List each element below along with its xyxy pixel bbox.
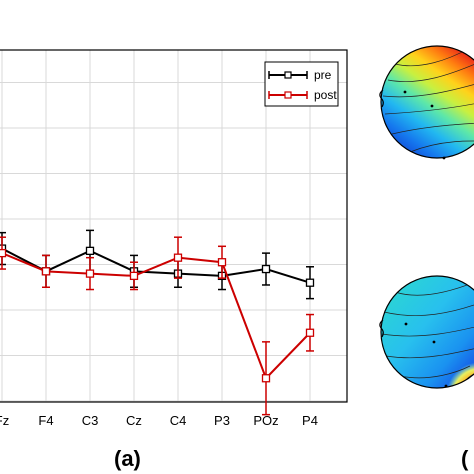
data-point-post [173, 253, 183, 262]
panel-label-a: (a) [114, 446, 141, 471]
data-point-pre [85, 246, 95, 256]
data-point-pre [305, 278, 315, 287]
x-tick-label-p3: P3 [214, 413, 230, 428]
data-point-post [305, 328, 315, 337]
data-point-post [261, 374, 271, 383]
legend: pre post [264, 61, 339, 107]
x-tick-label-c3: C3 [82, 413, 99, 428]
x-tick-label-f4: F4 [38, 413, 53, 428]
series-post [0, 236, 315, 416]
legend-label-post: post [314, 88, 337, 102]
x-tick-label-cz: Cz [126, 413, 142, 428]
legend-entry-pre: pre [268, 68, 332, 82]
plot-frame [0, 49, 348, 403]
data-point-post [217, 258, 227, 267]
line-chart: Fz F4 C3 Cz C4 P3 POz P4 pre post (a) [0, 49, 348, 471]
data-point-post [0, 248, 7, 258]
data-point-post [129, 271, 139, 281]
series-line-post [1, 252, 311, 381]
legend-entry-post: post [268, 88, 337, 102]
chart-grid [0, 50, 347, 402]
legend-box [264, 61, 339, 107]
legend-label-pre: pre [314, 68, 332, 82]
topography-panel: ( [379, 45, 474, 471]
data-point-pre [261, 264, 271, 274]
series-layer [0, 229, 315, 416]
x-tick-labels: Fz F4 C3 Cz C4 P3 POz P4 [0, 413, 318, 428]
data-point-post [41, 267, 51, 276]
x-tick-label-fz: Fz [0, 413, 9, 428]
x-tick-label-c4: C4 [170, 413, 187, 428]
scalp-map-bottom [379, 275, 474, 389]
scalp-map-top [379, 45, 474, 160]
panel-label-b: ( [461, 446, 469, 471]
data-point-post [85, 269, 95, 278]
series-line-pre [1, 247, 311, 284]
x-tick-label-p4: P4 [302, 413, 318, 428]
x-tick-label-poz: POz [253, 413, 278, 428]
